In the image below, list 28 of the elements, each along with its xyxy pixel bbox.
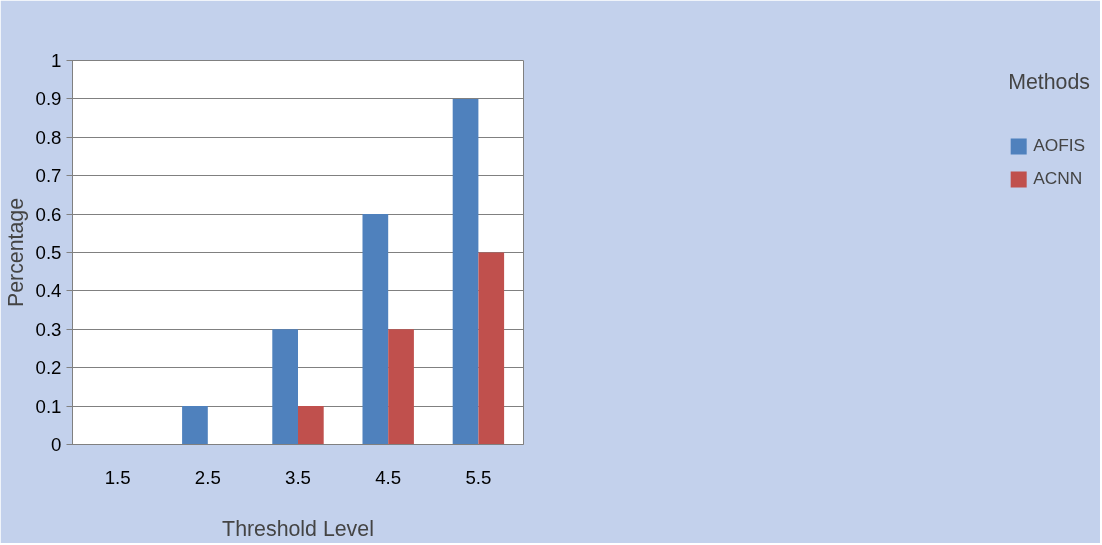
y-axis-title: Percentage [3, 197, 28, 308]
y-tick-label: 0.8 [35, 126, 62, 148]
legend-label: ACNN [1033, 168, 1083, 189]
y-tick-label: 0.9 [35, 88, 62, 110]
y-tick-label: 0 [51, 434, 62, 455]
bar [272, 329, 298, 445]
x-tick-label: 3.5 [285, 466, 311, 488]
x-axis-title: Threshold Level [222, 516, 374, 541]
bar [182, 406, 208, 445]
y-tick-label: 0.2 [35, 357, 62, 379]
x-tick-label: 4.5 [375, 466, 402, 488]
x-tick-label: 1.5 [104, 466, 131, 488]
y-tick-label: 0.4 [35, 280, 62, 302]
legend-label: AOFIS [1033, 135, 1086, 156]
y-tick-label: 0.3 [35, 318, 62, 340]
bar [298, 406, 324, 445]
bar [388, 329, 414, 445]
y-tick-label: 1 [51, 50, 62, 71]
bar [478, 252, 505, 445]
bar [362, 214, 389, 445]
y-tick-label: 0.7 [35, 165, 62, 187]
y-tick-label: 0.1 [35, 395, 62, 417]
legend-title: Methods [1008, 70, 1090, 95]
y-tick-label: 0.6 [35, 203, 62, 225]
y-tick-label: 0.5 [35, 242, 62, 263]
x-tick-label: 5.5 [465, 466, 492, 488]
bar [452, 98, 479, 445]
x-tick-label: 2.5 [194, 466, 221, 488]
